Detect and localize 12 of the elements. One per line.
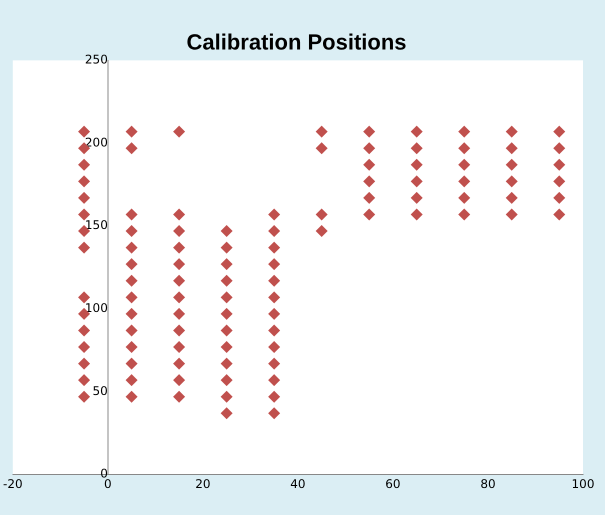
- y-tick-label: 100: [84, 301, 108, 316]
- y-tick-label: 200: [84, 135, 108, 150]
- chart-title: Calibration Positions: [186, 29, 407, 54]
- x-tick-label: 40: [290, 476, 306, 491]
- x-tick-label: 80: [480, 476, 496, 491]
- y-tick-label: 150: [84, 218, 108, 232]
- x-tick-label: 100: [572, 476, 594, 491]
- x-tick-label: 20: [195, 476, 211, 491]
- y-tick-label: 250: [84, 52, 108, 67]
- y-tick-label: 50: [92, 384, 108, 398]
- x-tick-label: -20: [2, 476, 23, 491]
- x-tick-label: 60: [385, 476, 401, 491]
